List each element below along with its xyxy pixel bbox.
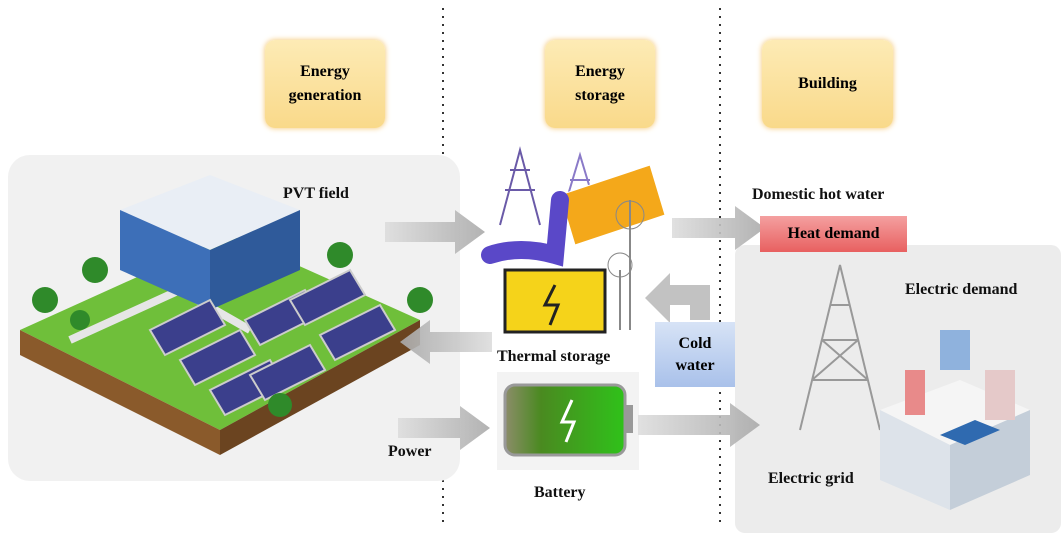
- label: Power: [388, 443, 432, 460]
- column-header: Energy storage: [545, 40, 655, 128]
- heat-demand-box: Heat demand: [760, 216, 907, 252]
- arrows: [385, 206, 765, 450]
- thermal-storage-illustration: [481, 146, 666, 334]
- column-header: Building: [762, 40, 893, 128]
- cold-water-box: Cold water: [655, 322, 735, 387]
- label: Electric demand: [905, 281, 1018, 298]
- column-header: Energy generation: [265, 40, 385, 128]
- label: Thermal storage: [497, 348, 611, 365]
- label: Battery: [534, 484, 586, 501]
- label: Electric grid: [768, 470, 854, 487]
- pvt-field-illustration: [8, 155, 460, 481]
- battery-illustration: [497, 372, 639, 470]
- label: PVT field: [283, 185, 349, 202]
- building-illustration: [735, 245, 1061, 533]
- label: Domestic hot water: [752, 186, 885, 203]
